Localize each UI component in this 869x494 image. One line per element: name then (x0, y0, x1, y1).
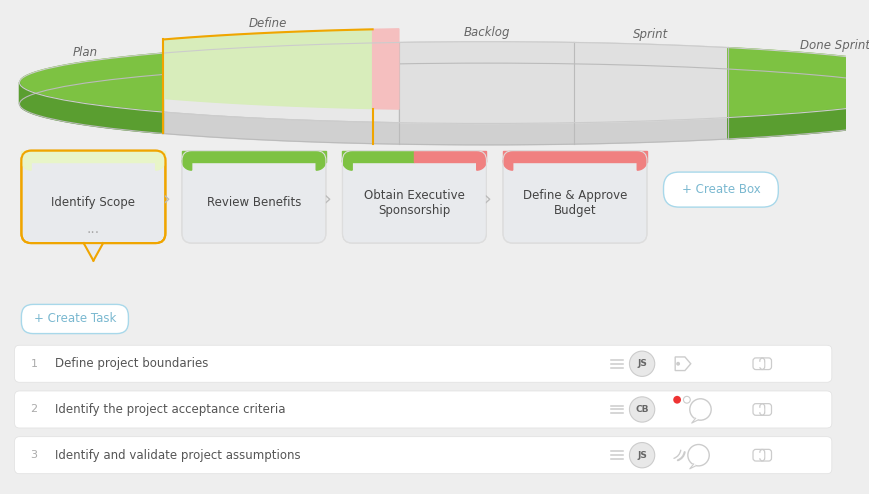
Polygon shape (398, 41, 574, 124)
FancyBboxPatch shape (15, 391, 831, 428)
Text: Define: Define (248, 17, 287, 30)
Text: 1: 1 (30, 359, 37, 369)
Polygon shape (342, 161, 352, 170)
Text: ›: › (322, 190, 330, 209)
Text: Define project boundaries: Define project boundaries (56, 357, 209, 370)
Polygon shape (22, 151, 165, 163)
Polygon shape (689, 464, 695, 469)
Polygon shape (182, 151, 326, 163)
Polygon shape (636, 161, 647, 170)
Polygon shape (502, 161, 512, 170)
Polygon shape (156, 161, 165, 170)
Text: 3: 3 (30, 450, 37, 460)
FancyBboxPatch shape (15, 345, 831, 382)
Polygon shape (691, 418, 697, 423)
FancyBboxPatch shape (502, 151, 647, 243)
Text: JS: JS (636, 451, 647, 460)
Text: Identify and validate project assumptions: Identify and validate project assumption… (56, 449, 301, 462)
Text: ›: › (163, 190, 170, 209)
Polygon shape (315, 161, 326, 170)
Polygon shape (726, 47, 869, 118)
Polygon shape (163, 29, 372, 109)
Polygon shape (757, 453, 762, 457)
Polygon shape (83, 243, 103, 261)
Polygon shape (19, 53, 163, 112)
Text: ...: ... (87, 222, 100, 237)
Text: Review Benefits: Review Benefits (207, 196, 301, 209)
Text: + Create Task: + Create Task (34, 313, 116, 326)
FancyBboxPatch shape (182, 151, 326, 243)
Polygon shape (19, 82, 869, 145)
Text: Identify the project acceptance criteria: Identify the project acceptance criteria (56, 403, 286, 416)
Polygon shape (182, 161, 191, 170)
Polygon shape (372, 29, 398, 109)
Text: JS: JS (636, 359, 647, 368)
FancyBboxPatch shape (22, 304, 129, 333)
FancyBboxPatch shape (15, 437, 831, 474)
Text: Sprint: Sprint (633, 29, 667, 41)
Text: CB: CB (634, 405, 648, 414)
Polygon shape (757, 408, 762, 412)
Polygon shape (502, 151, 647, 163)
Text: + Create Box: + Create Box (680, 183, 760, 196)
Text: 2: 2 (30, 405, 37, 414)
Text: ›: › (483, 190, 491, 209)
Text: Obtain Executive
Sponsorship: Obtain Executive Sponsorship (363, 189, 464, 217)
Polygon shape (22, 161, 31, 170)
Polygon shape (414, 151, 486, 163)
Text: Plan: Plan (73, 46, 98, 59)
FancyBboxPatch shape (663, 172, 778, 207)
Text: Done Sprint: Done Sprint (799, 40, 869, 52)
Text: Define & Approve
Budget: Define & Approve Budget (522, 189, 627, 217)
Polygon shape (19, 82, 163, 133)
Text: Identify Scope: Identify Scope (51, 196, 136, 209)
Polygon shape (726, 91, 869, 139)
Circle shape (675, 362, 680, 366)
FancyBboxPatch shape (22, 151, 165, 243)
Circle shape (673, 396, 680, 404)
Circle shape (629, 351, 654, 376)
Polygon shape (574, 42, 726, 123)
Ellipse shape (19, 41, 869, 124)
Polygon shape (476, 161, 486, 170)
Text: Backlog: Backlog (462, 26, 509, 39)
Polygon shape (342, 151, 414, 163)
Polygon shape (757, 362, 762, 366)
Circle shape (629, 443, 654, 468)
Circle shape (629, 397, 654, 422)
FancyBboxPatch shape (342, 151, 486, 243)
